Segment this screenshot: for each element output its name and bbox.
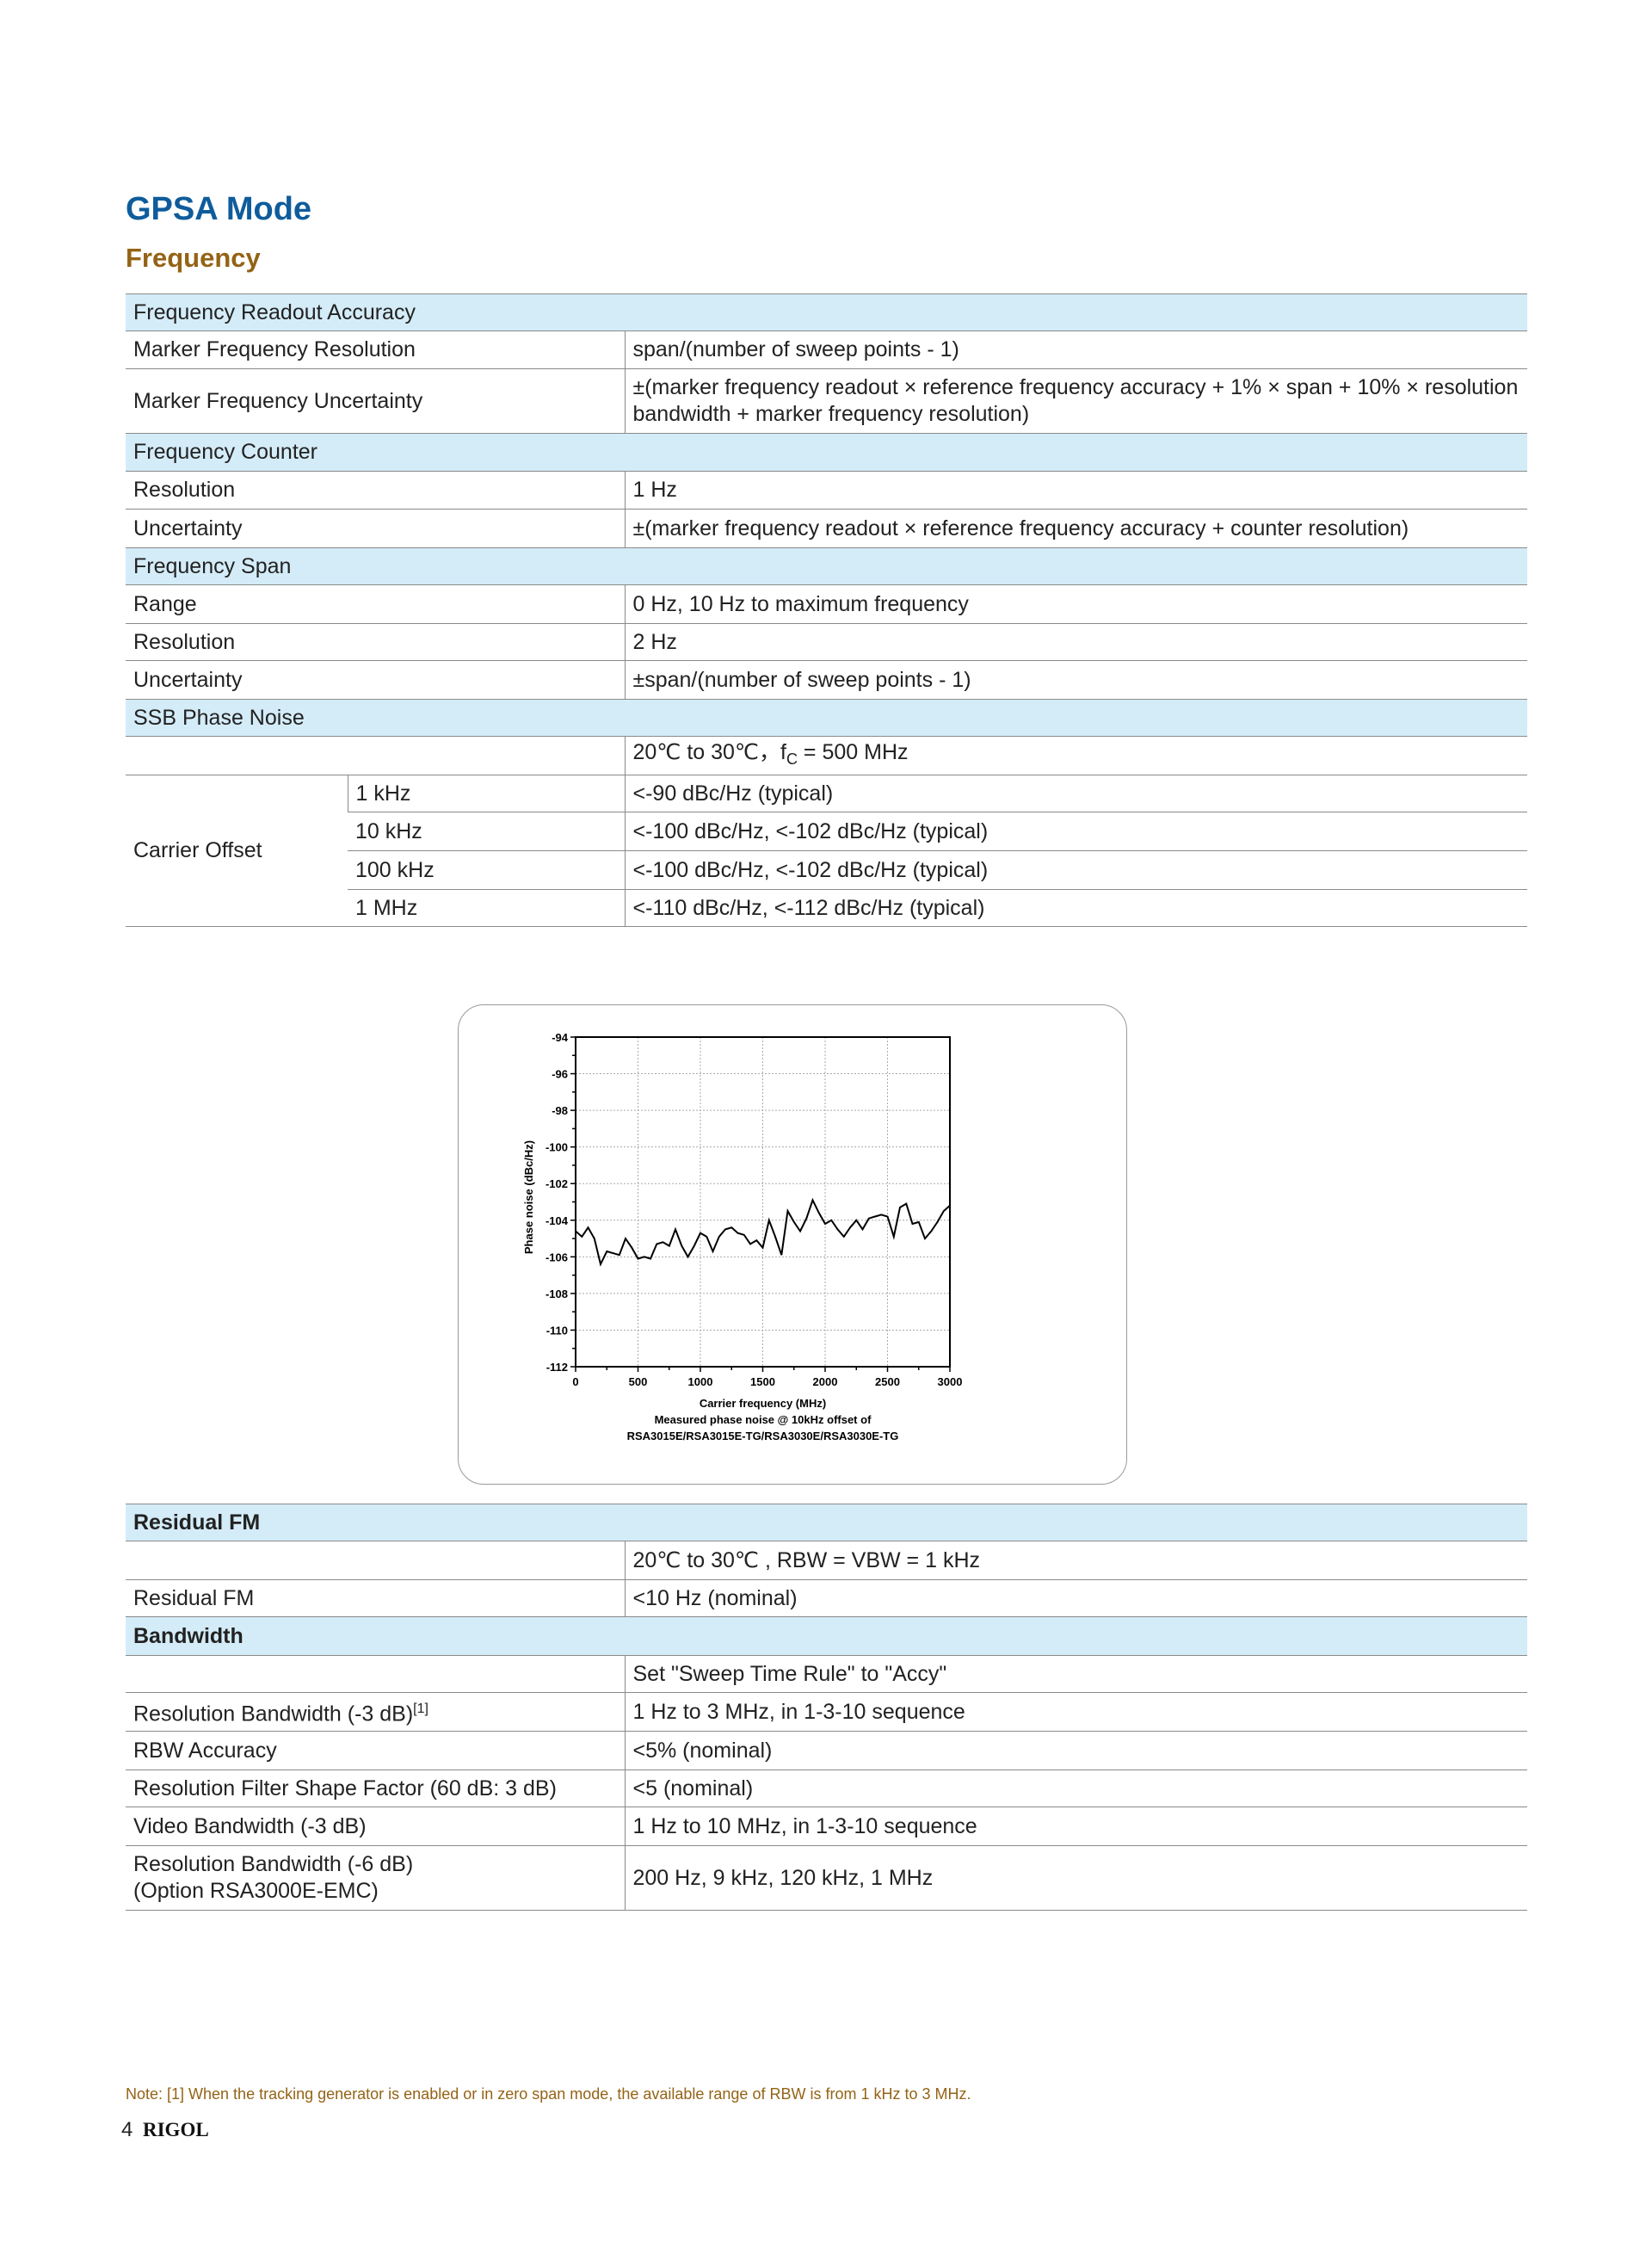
table-row: 20℃ to 30℃，fC = 500 MHz <box>126 736 1527 775</box>
table-row: Set "Sweep Time Rule" to "Accy" <box>126 1655 1527 1693</box>
y-tick-label: -100 <box>546 1141 568 1154</box>
table-row: 100 kHz <-100 dBc/Hz, <-102 dBc/Hz (typic… <box>126 850 1527 890</box>
x-tick-label: 1000 <box>688 1375 713 1388</box>
table-row: Carrier Offset 1 kHz <-90 dBc/Hz (typical) <box>126 775 1527 927</box>
section-row: Bandwidth <box>126 1616 1527 1656</box>
section-title: Frequency <box>126 243 261 273</box>
table-row: Marker Frequency Resolution span/(number … <box>126 330 1527 369</box>
section-row: SSB Phase Noise <box>126 699 1527 737</box>
page-number: 4 <box>121 2118 133 2141</box>
frequency-spec-table: Frequency Readout Accuracy Marker Freque… <box>126 293 1527 927</box>
footnote-ref: [1] <box>413 1702 428 1717</box>
table-row: Video Bandwidth (-3 dB) 1 Hz to 10 MHz, i… <box>126 1807 1527 1846</box>
footnote: Note: [1] When the tracking generator is… <box>126 2085 971 2103</box>
y-tick-label: -98 <box>552 1104 568 1117</box>
condition-cell: 20℃ to 30℃，fC = 500 MHz <box>624 736 1527 775</box>
x-tick-label: 0 <box>572 1375 578 1388</box>
phase-noise-chart-frame: 0 500 1000 1500 2000 2500 3000 -94 -96 -98 -100 -10… <box>458 1004 1127 1485</box>
page-title: GPSA Mode <box>126 191 312 227</box>
section-row: Frequency Readout Accuracy <box>126 293 1527 331</box>
carrier-offset-label: Carrier Offset <box>126 775 348 927</box>
y-tick-label: -102 <box>546 1177 568 1190</box>
phase-noise-chart: 0 500 1000 1500 2000 2500 3000 -94 -96 -98 -100 -10… <box>522 1031 963 1442</box>
x-axis-label: Carrier frequency (MHz) <box>700 1397 826 1410</box>
table-row: Residual FM <10 Hz (nominal) <box>126 1579 1527 1617</box>
y-tick-label: -104 <box>546 1214 569 1227</box>
x-tick-label: 1500 <box>750 1375 775 1388</box>
table-row: Resolution Bandwidth (-6 dB) (Option RSA3… <box>126 1845 1527 1911</box>
table-row: Resolution 2 Hz <box>126 623 1527 661</box>
table-row: RBW Accuracy <5% (nominal) <box>126 1731 1527 1770</box>
y-tick-label: -108 <box>546 1288 568 1300</box>
table-row: Range 0 Hz, 10 Hz to maximum frequency <box>126 584 1527 624</box>
table-row: Marker Frequency Uncertainty ±(marker fre… <box>126 368 1527 434</box>
chart-caption: RSA3015E/RSA3015E-TG/RSA3030E/RSA3030E-T… <box>627 1430 899 1442</box>
table-row: Uncertainty ±span/(number of sweep points… <box>126 660 1527 700</box>
section-row: Frequency Counter <box>126 433 1527 472</box>
table-row: Resolution Filter Shape Factor (60 dB: 3… <box>126 1770 1527 1807</box>
chart-caption: Measured phase noise @ 10kHz offset of <box>655 1413 872 1426</box>
y-tick-label: -96 <box>552 1068 568 1081</box>
y-tick-label: -110 <box>546 1324 568 1337</box>
table-row: Uncertainty ±(marker frequency readout × … <box>126 509 1527 548</box>
rigol-logo: RIGOL <box>143 2119 209 2140</box>
bandwidth-spec-table: Residual FM 20℃ to 30℃ , RBW = VBW = 1 k… <box>126 1504 1527 1911</box>
table-row: 10 kHz <-100 dBc/Hz, <-102 dBc/Hz (typica… <box>126 812 1527 851</box>
table-row: 20℃ to 30℃ , RBW = VBW = 1 kHz <box>126 1541 1527 1580</box>
table-row: 1 MHz <-110 dBc/Hz, <-112 dBc/Hz (typical… <box>126 889 1527 927</box>
x-tick-label: 500 <box>629 1375 648 1388</box>
section-row: Frequency Span <box>126 547 1527 585</box>
plot-frame <box>575 1036 951 1368</box>
x-tick-label: 3000 <box>938 1375 963 1388</box>
table-row: Resolution Bandwidth (-3 dB)[1] 1 Hz to 3… <box>126 1692 1527 1732</box>
y-axis-label: Phase noise (dBc/Hz) <box>522 1140 535 1254</box>
table-row: Resolution 1 Hz <box>126 471 1527 510</box>
x-tick-label: 2000 <box>813 1375 838 1388</box>
x-tick-label: 2500 <box>875 1375 900 1388</box>
section-row: Residual FM <box>126 1504 1527 1541</box>
y-tick-label: -106 <box>546 1251 568 1263</box>
y-tick-label: -94 <box>552 1031 569 1044</box>
y-tick-label: -112 <box>546 1361 568 1374</box>
